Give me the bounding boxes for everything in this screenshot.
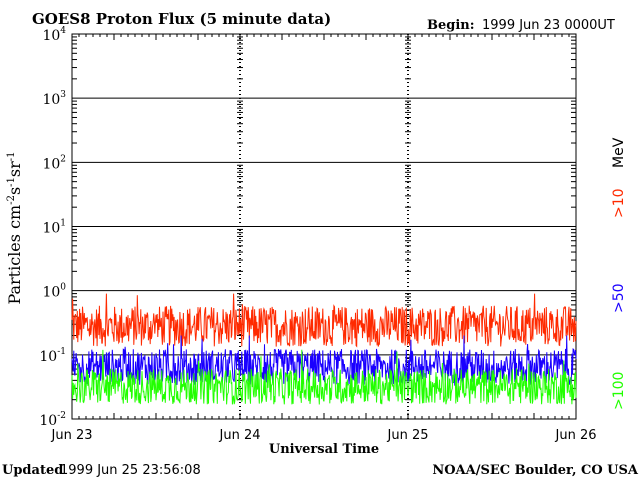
y-tick-label: 100 xyxy=(42,283,66,301)
y-axis-label-main: Particles cm xyxy=(5,205,24,305)
series-line-1 xyxy=(71,335,577,387)
legend-gt100: >100 xyxy=(611,372,627,410)
y-axis-label-sr: sr xyxy=(5,161,24,177)
x-axis-label: Universal Time xyxy=(269,442,379,457)
y-axis-label-sup3: -1 xyxy=(6,151,17,161)
x-tick-label: Jun 24 xyxy=(219,428,261,443)
begin-label: Begin: xyxy=(427,18,475,33)
chart-title: GOES8 Proton Flux (5 minute data) xyxy=(32,10,331,28)
source-credit: NOAA/SEC Boulder, CO USA xyxy=(432,463,639,478)
y-tick-label: 102 xyxy=(42,154,66,172)
grid-layer xyxy=(72,34,576,419)
series-layer xyxy=(71,293,577,405)
x-tick-labels: Jun 23 Jun 24 Jun 25 Jun 26 xyxy=(51,428,597,443)
y-axis-label-sup2: -1 xyxy=(6,177,17,187)
y-tick-label: 10-1 xyxy=(39,347,66,365)
y-tick-label: 10-2 xyxy=(39,411,66,429)
legend: >10 MeV >50 >100 xyxy=(611,137,627,410)
series-line-2 xyxy=(71,349,577,405)
y-tick-label: 103 xyxy=(42,90,66,108)
legend-unit: MeV xyxy=(611,137,627,168)
y-tick-labels: 10-2 10-1 100 101 102 103 104 xyxy=(39,26,66,429)
x-tick-label: Jun 26 xyxy=(555,428,597,443)
y-tick-label: 104 xyxy=(42,26,66,44)
legend-gt10: >10 xyxy=(611,188,627,218)
y-tick-label: 101 xyxy=(42,219,66,237)
legend-gt50: >50 xyxy=(611,283,627,313)
y-axis-label-s: s xyxy=(5,187,24,195)
x-tick-label: Jun 25 xyxy=(387,428,429,443)
begin-value: 1999 Jun 23 0000UT xyxy=(482,18,615,33)
updated-value: 1999 Jun 25 23:56:08 xyxy=(60,463,201,478)
x-tick-label: Jun 23 xyxy=(51,428,93,443)
y-axis-label: Particles cm-2s-1sr-1 xyxy=(5,151,24,304)
y-axis-label-sup1: -2 xyxy=(6,195,17,205)
updated-label: Updated xyxy=(2,463,63,478)
series-line-0 xyxy=(71,293,577,348)
